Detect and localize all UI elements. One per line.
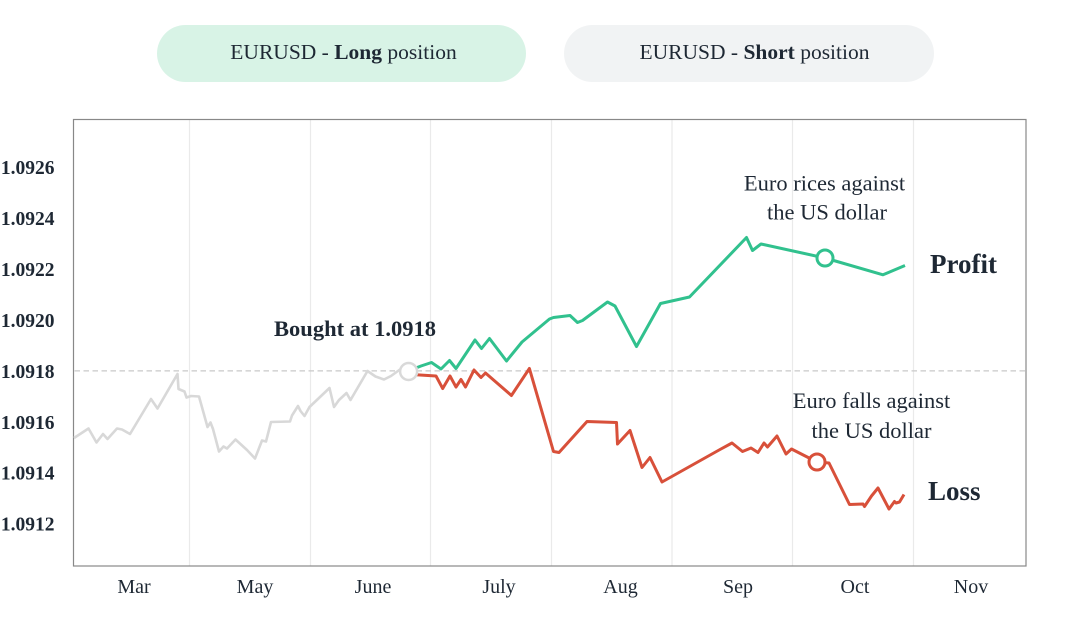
svg-text:1.0918: 1.0918 [1,362,55,383]
svg-text:1.0920: 1.0920 [1,311,55,332]
svg-text:1.0926: 1.0926 [1,158,55,179]
svg-text:May: May [237,576,274,598]
svg-text:1.0912: 1.0912 [1,515,55,536]
svg-text:Profit: Profit [930,249,997,279]
svg-text:Nov: Nov [954,576,988,598]
svg-text:Aug: Aug [603,576,637,598]
svg-text:Bought at 1.0918: Bought at 1.0918 [274,316,436,341]
svg-text:Sep: Sep [723,576,753,598]
svg-text:Euro falls against: Euro falls against [793,388,951,413]
svg-text:1.0922: 1.0922 [1,260,55,281]
svg-text:Mar: Mar [117,576,151,598]
svg-text:Oct: Oct [841,576,870,598]
svg-text:1.0916: 1.0916 [1,413,55,434]
svg-text:July: July [482,576,515,598]
svg-text:Loss: Loss [928,476,981,506]
svg-text:Euro rices against: Euro rices against [744,171,906,196]
svg-text:1.0924: 1.0924 [1,209,55,230]
svg-text:the US dollar: the US dollar [812,418,932,443]
svg-text:1.0914: 1.0914 [1,464,55,485]
svg-text:June: June [355,576,392,598]
svg-text:the US dollar: the US dollar [767,200,887,225]
